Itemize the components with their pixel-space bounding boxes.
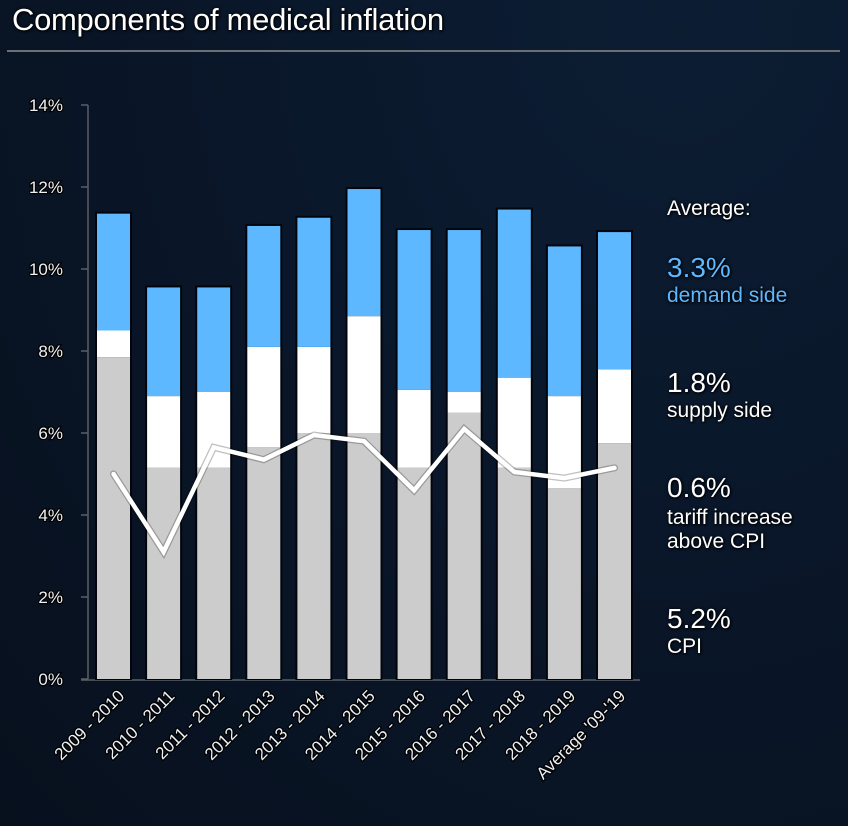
x-tick-label: Average '09-'19 xyxy=(533,686,630,783)
legend-value: 3.3% xyxy=(667,252,731,283)
bar-segment-base xyxy=(197,467,231,679)
bar-segment-base xyxy=(97,357,130,679)
bar-segment-base xyxy=(347,433,381,679)
bar-segment-base xyxy=(447,412,481,679)
cpi-line xyxy=(110,423,618,560)
bar-segment-supply xyxy=(197,392,231,468)
title-divider xyxy=(7,50,840,52)
y-tick-label: 8% xyxy=(38,342,63,361)
bar-segment-supply xyxy=(347,316,381,433)
legend-label-line-2: above CPI xyxy=(667,529,766,553)
bar-segment-supply xyxy=(447,392,481,413)
y-tick-label: 4% xyxy=(38,506,63,525)
legend-label: CPI xyxy=(667,634,703,658)
bar-segment-base xyxy=(247,447,281,679)
y-tick-label: 14% xyxy=(29,96,63,115)
legend-item-cpi: 5.2% CPI xyxy=(667,603,731,659)
legend-item-tariff: 0.6% tariff increase above CPI xyxy=(667,472,793,554)
legend-item-supply: 1.8% supply side xyxy=(667,367,773,423)
bar-segment-supply xyxy=(397,389,431,468)
y-tick-label: 6% xyxy=(38,424,63,443)
bar-segment-demand xyxy=(447,230,481,392)
bar-segment-demand xyxy=(497,209,531,378)
legend-item-demand: 3.3% demand side xyxy=(667,252,788,308)
bar-segment-base xyxy=(547,488,581,679)
bar-segment-base xyxy=(397,467,431,679)
bar-segment-supply xyxy=(598,369,631,444)
legend-heading: Average: xyxy=(667,197,751,220)
bar-segment-base xyxy=(297,433,331,679)
legend: Average: xyxy=(667,197,751,221)
bar-segment-base xyxy=(598,443,631,679)
bar-segment-supply xyxy=(147,396,181,468)
legend-value: 5.2% xyxy=(667,603,731,634)
legend-value: 1.8% xyxy=(667,367,731,398)
bar-segment-supply xyxy=(547,396,581,489)
bar-segment-supply xyxy=(297,346,331,433)
legend-value: 0.6% xyxy=(667,472,731,503)
bar-segment-supply xyxy=(97,330,130,358)
bar-segment-base xyxy=(147,467,181,679)
y-tick-label: 2% xyxy=(38,588,63,607)
bar-segment-supply xyxy=(497,377,531,468)
bar-segment-demand xyxy=(598,232,631,370)
legend-label: supply side xyxy=(667,398,773,422)
bar-segment-demand xyxy=(397,230,431,390)
bar-segment-demand xyxy=(547,246,581,397)
legend-label-line-1: tariff increase xyxy=(667,505,793,529)
bar-segment-base xyxy=(497,467,531,679)
y-tick-label: 10% xyxy=(29,260,63,279)
bar-segment-demand xyxy=(197,287,231,392)
bar-segment-demand xyxy=(247,225,281,347)
y-tick-label: 12% xyxy=(29,178,63,197)
chart-title: Components of medical inflation xyxy=(12,2,444,37)
bar-segment-demand xyxy=(297,217,331,347)
y-axis: 0% 2% 4% 6% 8% 10% 12% 14% xyxy=(28,95,640,690)
bars xyxy=(95,187,633,681)
legend-label: demand side xyxy=(667,283,788,307)
bar-segment-demand xyxy=(147,287,181,397)
bar-segment-demand xyxy=(97,213,130,331)
y-tick-label: 0% xyxy=(38,670,63,689)
bar-segment-supply xyxy=(247,346,281,448)
bar-segment-demand xyxy=(347,189,381,317)
